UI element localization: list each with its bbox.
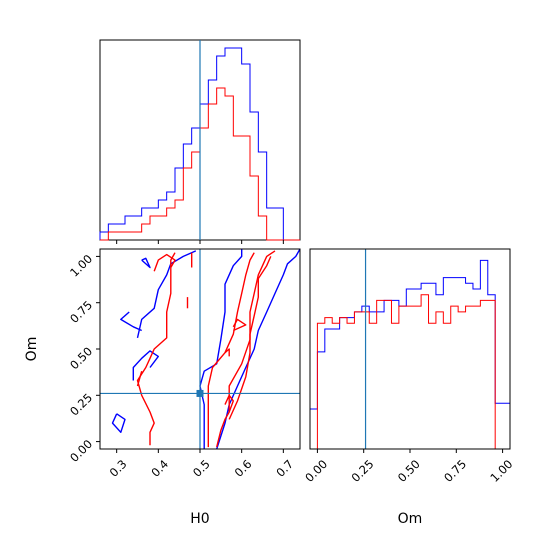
- contour-series-0-line-4: [141, 257, 151, 269]
- om-y-axis-label: Om: [24, 337, 40, 362]
- contour-xtick-label-2: 0.5: [190, 457, 213, 480]
- contour-series-0-line-5: [199, 249, 243, 449]
- om-histogram-xtick-label-1: 0.25: [349, 457, 377, 485]
- om-histogram-xtick-label-2: 0.50: [395, 457, 423, 485]
- om-x-axis-label: Om: [398, 511, 423, 527]
- contour-xtick-label-3: 0.6: [232, 457, 255, 480]
- om-histogram-xtick-label-0: 0.00: [302, 457, 330, 485]
- contour-series-1-line-1: [136, 371, 143, 387]
- h0-om-x-ticks: 0.3 0.4 0.5 0.6 0.7: [107, 449, 296, 480]
- h0-histogram-panel: [99, 39, 301, 244]
- contour-ytick-label-3: 0.75: [67, 298, 95, 326]
- contour-series-1-line-4: [216, 250, 276, 448]
- h0-om-contour-panel: 0.3 0.4 0.5 0.6 0.7 0.000.250.500.751.00 H0 …: [24, 248, 301, 527]
- om-histogram-series-0-steps: [309, 259, 511, 449]
- contour-ytick-label-1: 0.25: [67, 391, 95, 419]
- contour-series-1-line-10: [224, 394, 234, 413]
- contour-ytick-label-2: 0.50: [67, 344, 95, 372]
- contour-series-0-line-1: [120, 311, 142, 332]
- h0-om-y-ticks: 0.00 0.25 0.50 0.75 1.00: [67, 252, 100, 465]
- contour-ytick-label-4: 1.00: [67, 252, 95, 280]
- om-histogram-ticks: 0.00 0.25 0.50 0.75 1.00: [302, 449, 515, 485]
- contour-series-0-line-0: [136, 250, 197, 339]
- contour-series-0-line-2: [132, 350, 159, 381]
- contour-series-0-line-3: [111, 413, 126, 433]
- om-histogram-panel: 0.00 0.25 0.50 0.75 1.00 Om: [302, 248, 515, 527]
- contour-xtick-label-0: 0.3: [107, 457, 130, 480]
- om-histogram-series: [309, 259, 511, 450]
- contour-series-1-line-2: [153, 253, 176, 272]
- contour-ytick-label-0: 0.00: [67, 437, 95, 465]
- contour-series-1-line-6: [232, 318, 247, 332]
- h0-axis-label: H0: [190, 511, 209, 527]
- om-histogram-xtick-label-3: 0.75: [441, 457, 469, 485]
- om-histogram-xtick-label-4: 1.00: [487, 457, 515, 485]
- contour-series-1-line-0: [136, 252, 176, 446]
- h0-histogram-ticks: [116, 240, 284, 244]
- contour-xtick-label-4: 0.7: [273, 457, 296, 480]
- h0-om-truth-marker: [196, 389, 204, 397]
- contour-xtick-label-1: 0.4: [148, 457, 171, 480]
- h0-om-contour-series: [111, 248, 301, 450]
- contour-series-1-line-7: [224, 348, 230, 357]
- contour-series-1-line-3: [207, 252, 255, 448]
- contour-series-1-line-5: [228, 256, 272, 420]
- om-histogram-series-1-steps: [310, 294, 510, 450]
